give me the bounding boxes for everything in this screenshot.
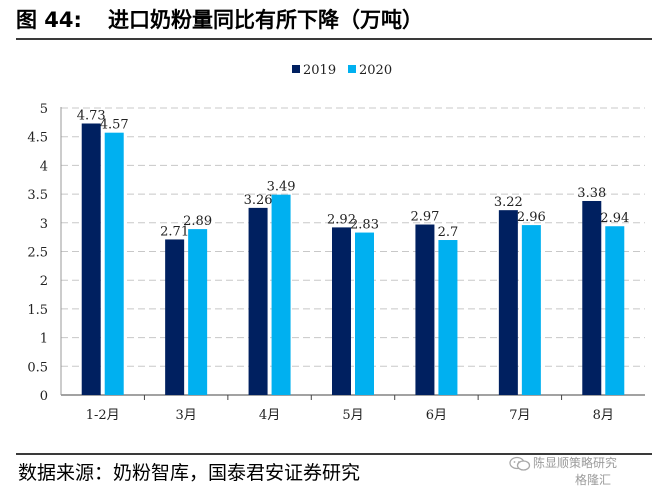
bar-2020 <box>355 232 374 395</box>
bar-2020 <box>438 240 458 395</box>
bar-2019 <box>332 227 351 395</box>
data-label-2019: 2.71 <box>160 224 189 239</box>
x-tick-label: 8月 <box>593 408 614 423</box>
bar-2019 <box>248 207 268 395</box>
y-tick-label: 1 <box>40 332 48 347</box>
data-label-2019: 3.26 <box>244 193 273 208</box>
y-tick-label: 4.5 <box>27 131 48 146</box>
data-label-2020: 2.94 <box>600 211 629 226</box>
bar-chart: 00.511.522.533.544.55 4.734.571-2月2.712.8… <box>27 63 645 423</box>
data-label-2020: 2.96 <box>517 210 546 225</box>
y-tick-label: 3.5 <box>27 188 48 203</box>
watermark: 陈显顺策略研究 格隆汇 <box>503 454 663 490</box>
title-divider <box>16 38 652 40</box>
data-label-2020: 4.57 <box>100 118 129 133</box>
data-label-2020: 2.83 <box>350 218 379 233</box>
y-tick-label: 0.5 <box>27 360 48 375</box>
y-tick-label: 3 <box>40 217 48 232</box>
y-tick-label: 5 <box>40 102 48 117</box>
legend-label-2019: 2019 <box>303 63 336 78</box>
data-label-2020: 2.7 <box>438 225 459 240</box>
x-tick-label: 7月 <box>509 408 530 423</box>
bar-2019 <box>81 123 101 396</box>
source-divider <box>16 453 652 455</box>
bar-2019 <box>582 200 602 395</box>
bar-2019 <box>165 239 185 395</box>
data-label-2019: 4.73 <box>77 108 106 123</box>
figure-label: 图 44: <box>16 8 82 32</box>
y-tick-label: 0 <box>40 389 48 404</box>
data-label-2019: 3.38 <box>577 186 606 201</box>
bar-2020 <box>521 225 541 395</box>
watermark-brand: 格隆汇 <box>575 473 612 487</box>
source-note: 数据来源：奶粉智库，国泰君安证券研究 <box>18 462 361 484</box>
data-label-2019: 2.97 <box>410 210 439 225</box>
legend-swatch-2019 <box>292 65 300 73</box>
x-tick-label: 6月 <box>426 408 447 423</box>
legend-label-2020: 2020 <box>359 63 392 78</box>
data-label-2019: 3.22 <box>494 195 523 210</box>
bar-2020 <box>605 226 625 395</box>
y-tick-label: 2 <box>40 274 48 289</box>
figure-title-row: 图 44: 进口奶粉量同比有所下降（万吨） <box>16 5 652 35</box>
x-tick-label: 4月 <box>259 408 280 423</box>
bar-2020 <box>188 229 208 395</box>
watermark-text: 陈显顺策略研究 <box>533 456 618 470</box>
data-label-2020: 3.49 <box>267 180 296 195</box>
x-tick-label: 3月 <box>176 408 197 423</box>
wechat-icon <box>509 456 531 471</box>
bar-2019 <box>498 210 518 395</box>
y-tick-label: 4 <box>40 159 48 174</box>
x-tick-label: 1-2月 <box>86 408 120 423</box>
figure-title: 进口奶粉量同比有所下降（万吨） <box>108 8 423 32</box>
y-tick-label: 2.5 <box>27 246 48 261</box>
data-label-2020: 2.89 <box>183 214 212 229</box>
data-label-2019: 2.92 <box>327 212 356 227</box>
bar-2019 <box>415 224 435 395</box>
x-tick-label: 5月 <box>342 408 363 423</box>
legend-swatch-2020 <box>348 65 356 73</box>
y-tick-label: 1.5 <box>27 303 48 318</box>
bar-2020 <box>271 194 291 395</box>
bar-2020 <box>104 132 124 395</box>
